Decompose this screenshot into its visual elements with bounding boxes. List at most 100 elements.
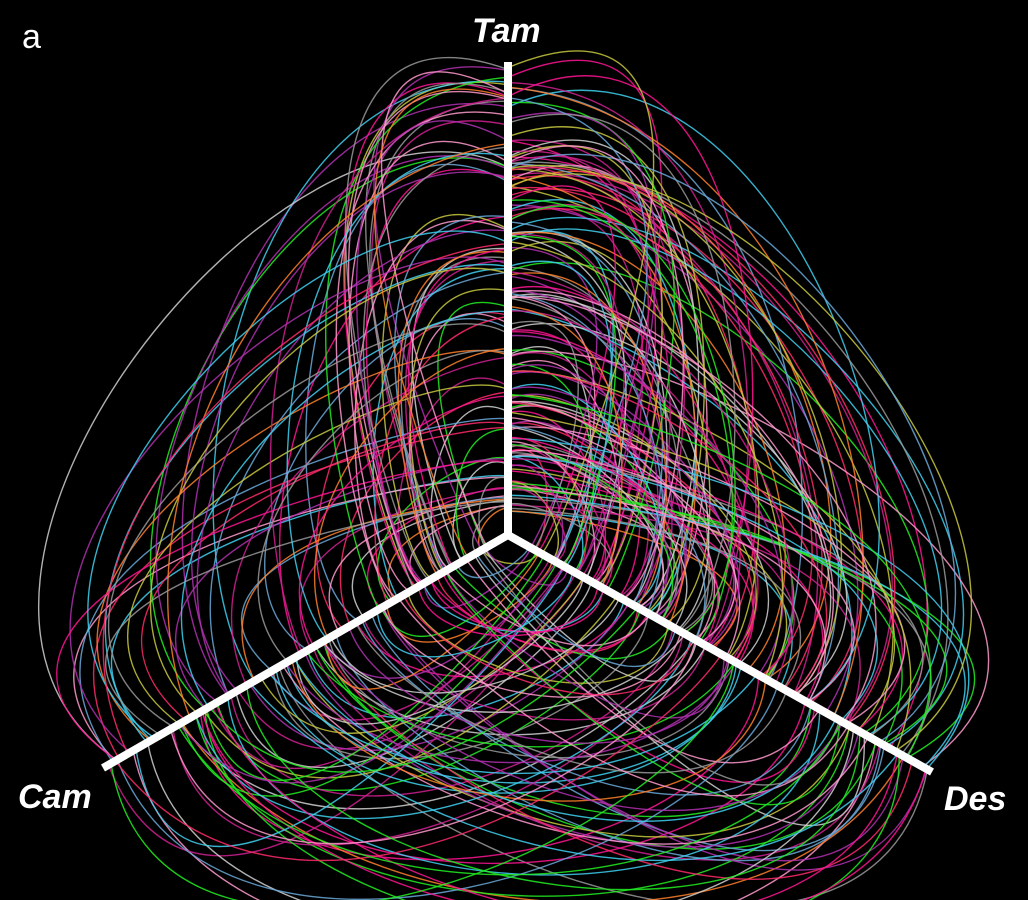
axis-label-des: Des bbox=[944, 780, 1007, 818]
edge-curve bbox=[507, 203, 671, 598]
edge-curve bbox=[507, 370, 828, 695]
edge-curve bbox=[324, 551, 540, 690]
edge-curve bbox=[507, 436, 719, 645]
edge-curve bbox=[199, 674, 760, 861]
edge-curve bbox=[107, 572, 576, 857]
edge-curve bbox=[241, 498, 509, 682]
edge-curve bbox=[507, 233, 625, 575]
edge-curve bbox=[355, 602, 630, 678]
edge-curve bbox=[507, 481, 559, 561]
edge-curve bbox=[93, 426, 509, 760]
edge-curve bbox=[429, 579, 649, 652]
edge-curve bbox=[456, 546, 531, 579]
edge-curve bbox=[180, 310, 509, 709]
edge-curve bbox=[285, 662, 737, 764]
edge-curve bbox=[507, 393, 932, 759]
edge-curve bbox=[507, 468, 788, 680]
edge-curve bbox=[304, 651, 860, 848]
edge-curve bbox=[87, 230, 509, 740]
edge-curve bbox=[203, 595, 618, 779]
edge-curve bbox=[204, 709, 900, 900]
edge-curve bbox=[260, 576, 585, 734]
edge-curve bbox=[397, 597, 850, 797]
edge-curve bbox=[445, 570, 841, 806]
edge-curve bbox=[104, 501, 509, 737]
edge-curve bbox=[507, 383, 663, 606]
edge-curve bbox=[365, 168, 509, 586]
edge-curve bbox=[212, 80, 509, 682]
edge-curve bbox=[507, 504, 861, 726]
edge-curve bbox=[430, 579, 604, 633]
edge-curve bbox=[507, 145, 684, 600]
edge-curve bbox=[453, 565, 672, 660]
edge-curve bbox=[507, 205, 736, 634]
edge-curve bbox=[178, 566, 566, 784]
edge-curve bbox=[484, 548, 698, 682]
edge-curve bbox=[411, 247, 509, 563]
edge-curve bbox=[507, 231, 786, 670]
edge-curve bbox=[208, 606, 639, 773]
edge-curve bbox=[268, 672, 758, 774]
edge-curve bbox=[205, 554, 545, 781]
edge-curve bbox=[382, 606, 682, 698]
edge-curve bbox=[507, 126, 705, 614]
edge-curve bbox=[507, 443, 674, 621]
edge-curve bbox=[507, 89, 880, 703]
edge-curve bbox=[380, 71, 509, 548]
edge-curve bbox=[167, 143, 509, 719]
edge-curve bbox=[423, 547, 532, 609]
edge-curve bbox=[507, 494, 966, 768]
edge-curve bbox=[507, 480, 613, 590]
edge-curve bbox=[323, 641, 812, 818]
edge-curve bbox=[215, 703, 927, 900]
edge-curve bbox=[355, 622, 788, 774]
edge-curve bbox=[507, 454, 665, 609]
edge-curve bbox=[507, 173, 973, 752]
edge-curve bbox=[275, 662, 738, 794]
edge-curve bbox=[190, 171, 509, 692]
edge-curve bbox=[507, 260, 613, 568]
edge-curve bbox=[56, 460, 509, 762]
edge-curve bbox=[96, 349, 509, 742]
edge-curve bbox=[507, 320, 579, 550]
edge-curve bbox=[507, 221, 663, 606]
edge-curve bbox=[507, 208, 813, 677]
edge-curve bbox=[507, 270, 794, 685]
edge-curve bbox=[380, 550, 538, 638]
edge-curve bbox=[174, 458, 509, 710]
edge-curve bbox=[403, 594, 694, 696]
edge-curve bbox=[196, 229, 509, 697]
edge-curve bbox=[355, 120, 509, 584]
edge-curve bbox=[111, 475, 509, 742]
edge-curve bbox=[293, 658, 837, 822]
edge-curve bbox=[507, 483, 948, 746]
edge-curve bbox=[312, 647, 881, 861]
axis-des bbox=[506, 531, 934, 776]
edge-curve bbox=[507, 240, 784, 679]
edge-curve bbox=[180, 561, 558, 797]
edge-curve bbox=[140, 421, 509, 722]
edge-curve bbox=[115, 654, 723, 862]
edge-curve bbox=[507, 455, 878, 722]
edge-curve bbox=[485, 547, 569, 586]
panel-label: a bbox=[22, 18, 41, 56]
edge-curve bbox=[507, 386, 740, 648]
edge-curve bbox=[278, 666, 929, 900]
edge-curve bbox=[507, 350, 990, 768]
edge-curve bbox=[374, 88, 509, 559]
edge-curve bbox=[507, 216, 965, 747]
edge-curve bbox=[343, 82, 509, 588]
edge-curve bbox=[73, 476, 509, 762]
edge-curve bbox=[417, 585, 599, 637]
edge-curve bbox=[507, 484, 827, 704]
edge-curve bbox=[201, 711, 898, 900]
edge-curve bbox=[107, 323, 509, 729]
edge-curve bbox=[249, 602, 630, 751]
edge-curve bbox=[348, 626, 729, 744]
edge-curve bbox=[181, 103, 509, 697]
edge-curve bbox=[400, 256, 509, 575]
edge-curve bbox=[507, 488, 567, 563]
edge-curve bbox=[172, 632, 684, 846]
edge-curve bbox=[295, 576, 584, 725]
